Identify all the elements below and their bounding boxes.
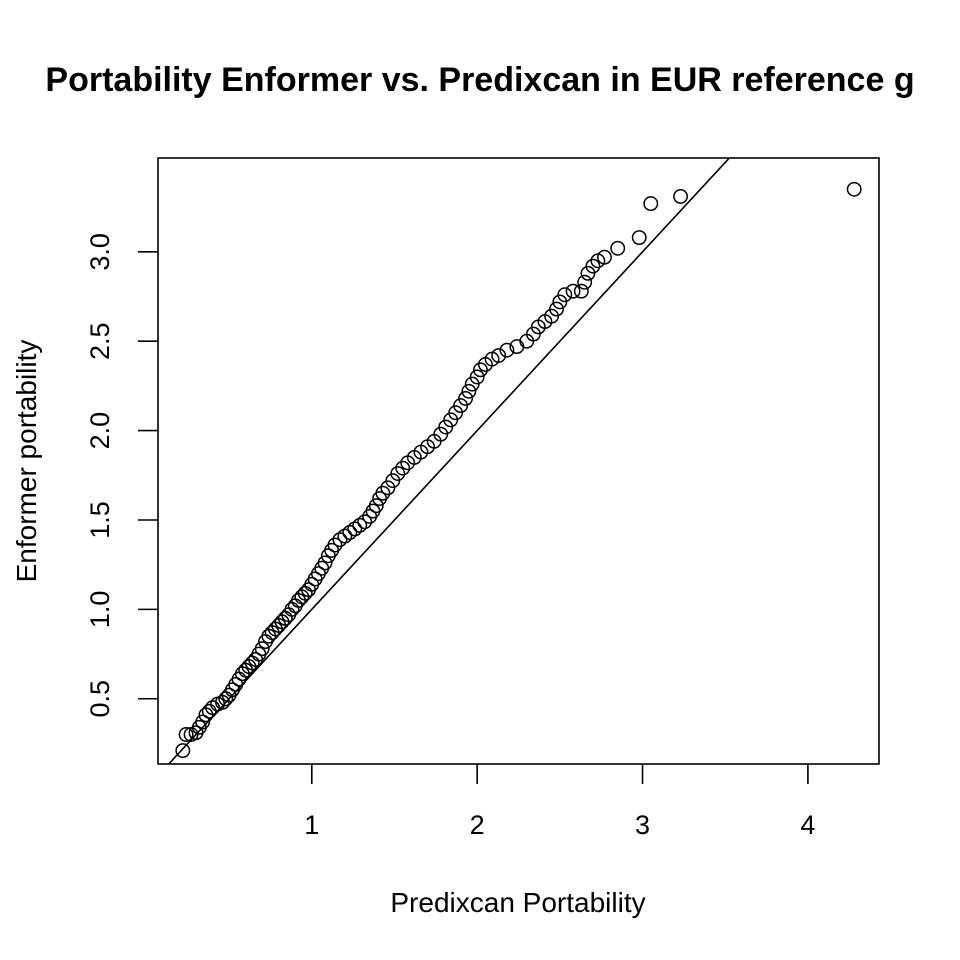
data-point-53 [368, 498, 384, 514]
data-point-49 [352, 517, 368, 533]
data-point-94 [597, 249, 612, 265]
data-point-55 [375, 485, 391, 501]
data-point-97 [643, 196, 659, 212]
y-tick-label-4: 2.5 [85, 322, 115, 360]
data-point-59 [395, 460, 411, 476]
y-tick-label-1: 1.0 [85, 591, 115, 629]
data-point-88 [565, 283, 581, 299]
data-point-7 [201, 703, 217, 719]
y-tick-label-3: 2.0 [85, 412, 115, 450]
data-point-89 [573, 283, 589, 299]
reference-line [167, 158, 731, 764]
plot-frame [157, 157, 880, 765]
data-point-87 [557, 287, 573, 303]
x-axis: 1 2 3 4 [304, 764, 815, 840]
data-point-73 [469, 369, 485, 385]
data-point-90 [577, 274, 593, 290]
data-point-5 [195, 714, 211, 730]
y-axis: 0.5 1.0 1.5 2.0 2.5 3.0 [85, 233, 158, 718]
data-point-0 [175, 743, 191, 759]
data-point-96 [631, 230, 647, 245]
data-point-85 [549, 301, 564, 317]
points-layer [175, 181, 862, 759]
y-tick-label-2: 1.5 [85, 501, 115, 539]
data-point-95 [610, 240, 626, 256]
x-tick-label-3: 4 [800, 810, 815, 840]
x-tick-label-1: 2 [470, 810, 485, 840]
data-point-44 [327, 537, 343, 553]
data-point-70 [458, 390, 474, 406]
data-point-78 [499, 342, 515, 358]
data-point-50 [357, 514, 373, 530]
data-point-48 [347, 521, 363, 537]
data-point-99 [846, 181, 862, 197]
data-point-1 [178, 727, 194, 742]
y-tick-label-5: 3.0 [85, 233, 115, 271]
data-point-77 [491, 348, 507, 363]
data-point-46 [337, 528, 353, 544]
x-tick-label-2: 3 [635, 810, 650, 840]
chart-title: Portability Enformer vs. Predixcan in EU… [45, 61, 914, 99]
data-point-41 [317, 555, 333, 571]
data-point-74 [473, 362, 488, 378]
data-point-22 [254, 641, 270, 657]
data-point-98 [673, 188, 689, 204]
data-point-58 [390, 466, 406, 481]
data-point-47 [342, 525, 358, 540]
y-tick-label-0: 0.5 [85, 680, 115, 718]
data-point-92 [585, 258, 601, 274]
data-point-71 [461, 383, 477, 399]
data-point-45 [332, 532, 348, 548]
x-axis-label: Predixcan Portability [390, 887, 645, 918]
y-axis-label: Enformer portability [11, 340, 42, 583]
x-tick-label-0: 1 [304, 810, 319, 840]
reference-line-layer [167, 158, 731, 764]
